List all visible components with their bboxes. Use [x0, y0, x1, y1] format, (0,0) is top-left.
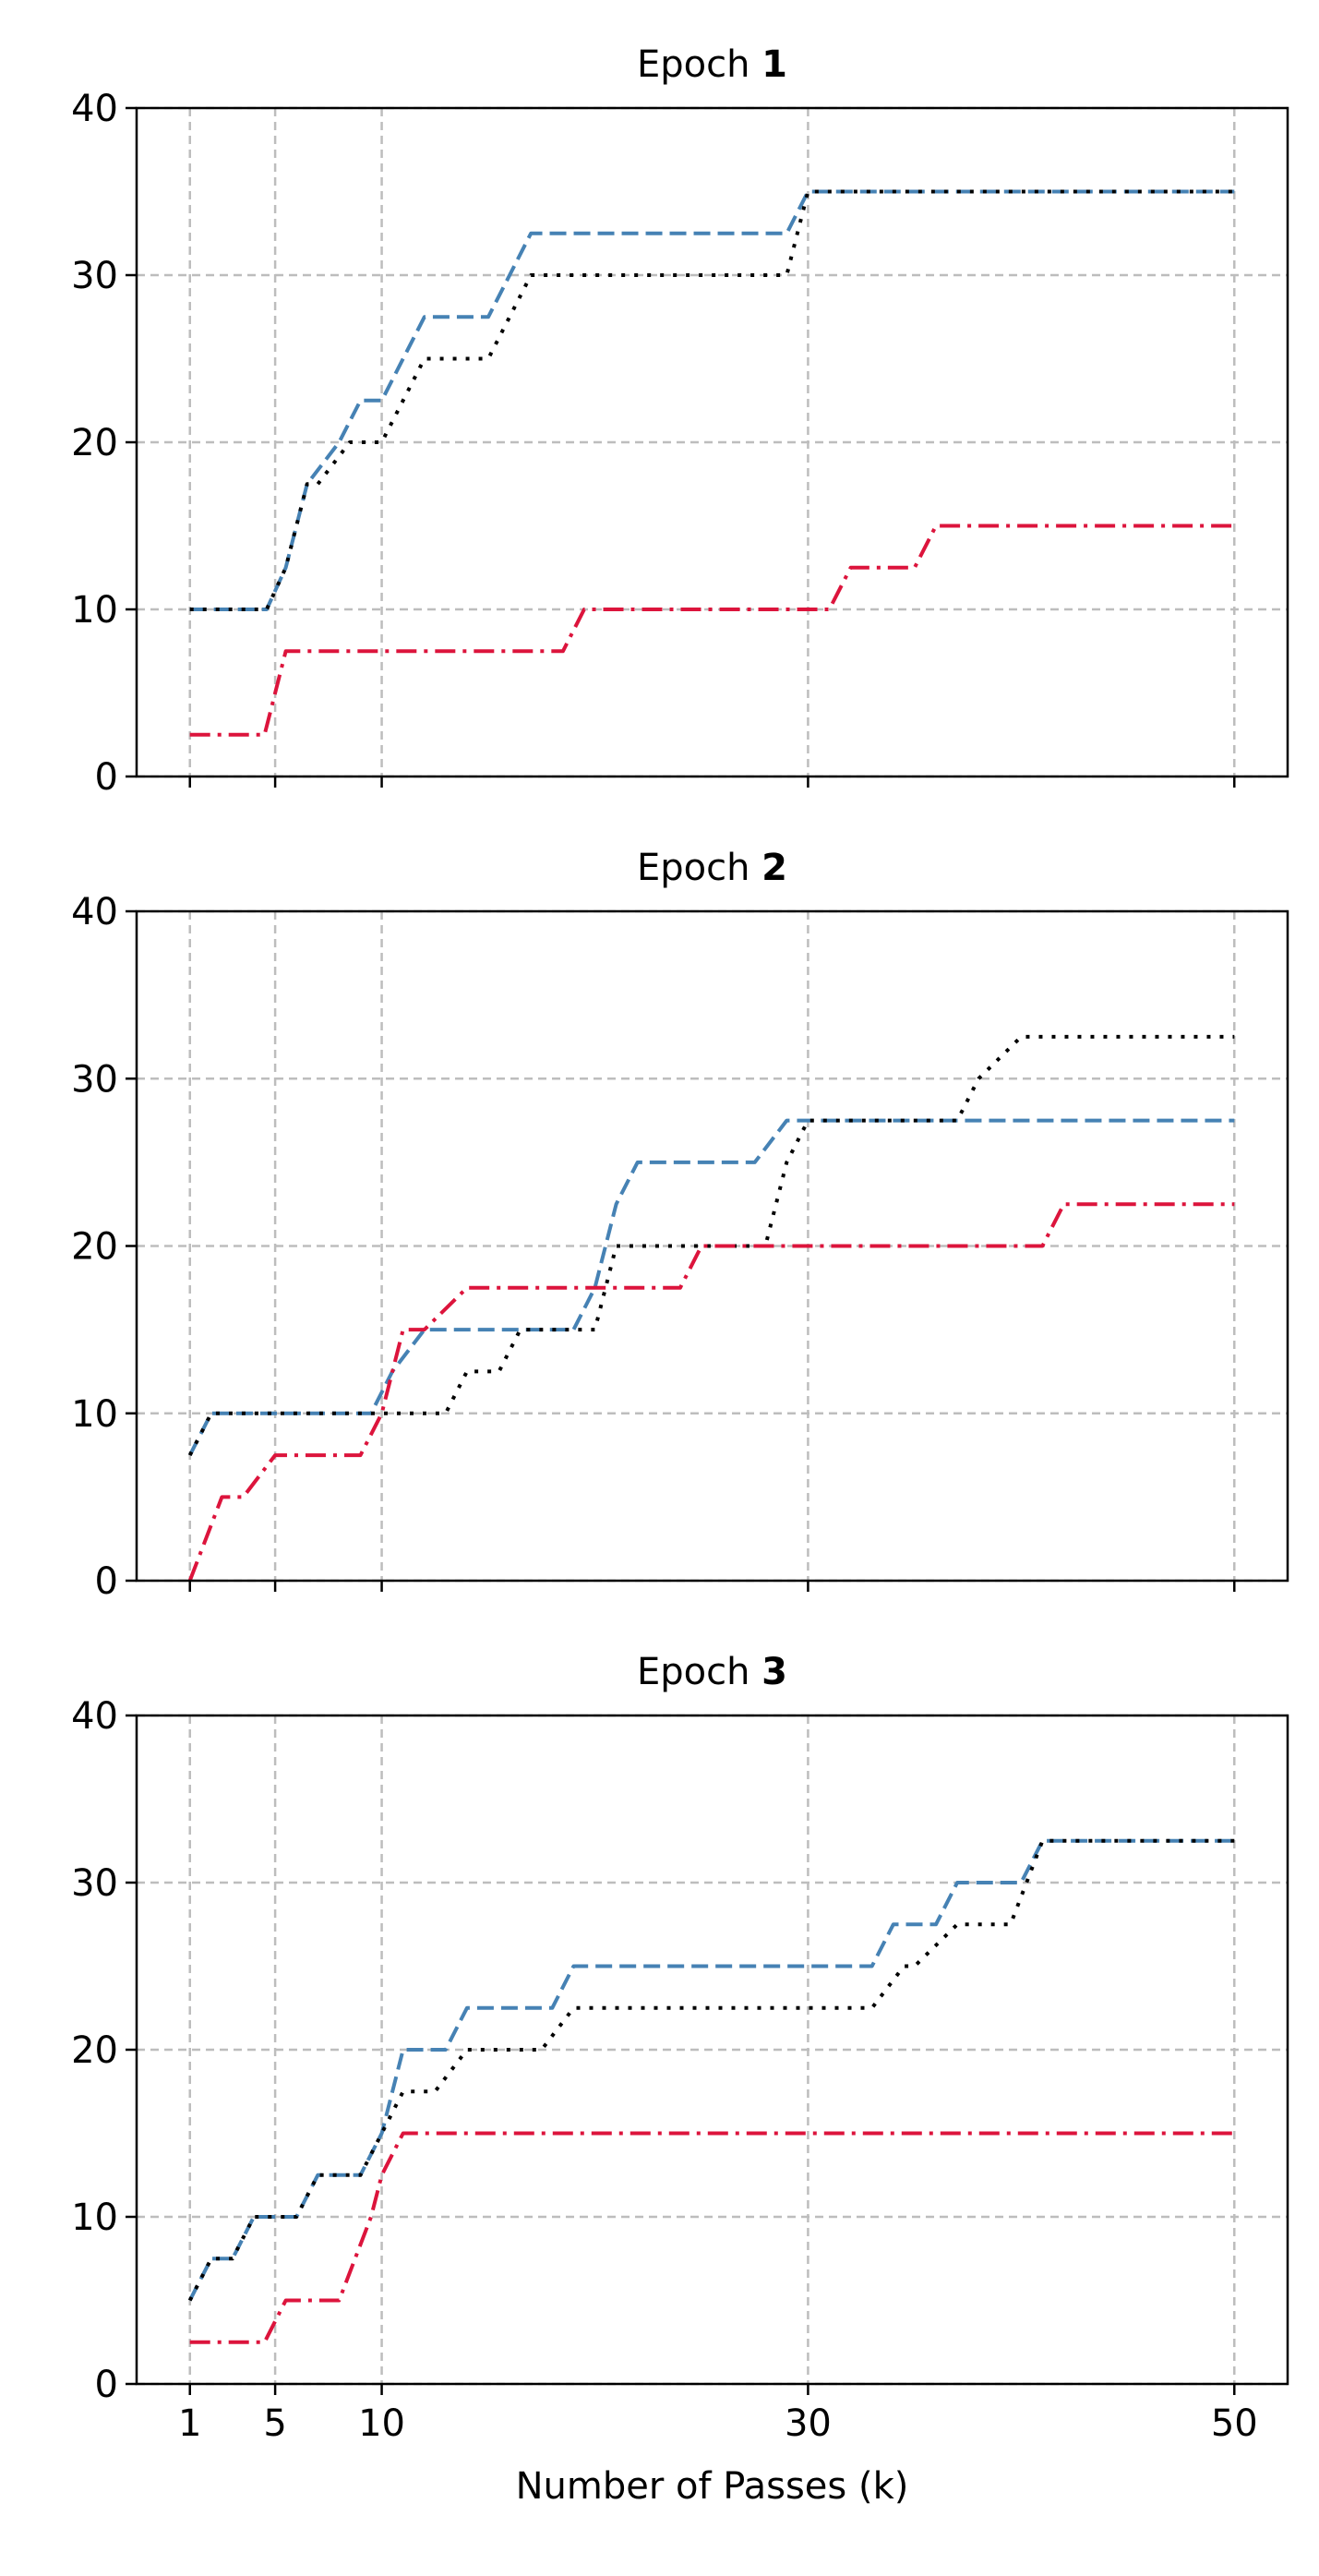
y-tick-label: 20 — [71, 2029, 118, 2072]
y-tick-label: 40 — [71, 891, 118, 933]
series-line-dashdot — [189, 524, 1235, 737]
y-tick-label: 40 — [71, 1695, 118, 1738]
x-tick-label: 5 — [263, 2402, 286, 2445]
y-tick-label: 20 — [71, 422, 118, 464]
y-tick-label: 10 — [71, 2197, 118, 2239]
y-tick-label: 0 — [95, 1560, 118, 1603]
y-tick-label: 30 — [71, 255, 118, 297]
subplot-epoch-2: 0 10 20 30 40 Epoch 2 — [71, 847, 1289, 1603]
subplot-epoch-3: 0 10 20 30 40 1 5 10 30 50 Epoch 3 Number of Passes… — [71, 1651, 1289, 2508]
series-line-dashed — [187, 1118, 1235, 1457]
series-line-dashdot — [187, 1202, 1235, 1582]
series-line-dashed — [187, 1838, 1235, 2302]
subplot-title: Epoch 3 — [637, 1651, 787, 1693]
subplot-epoch-1: 0 10 20 30 40 Epoch 1 — [71, 43, 1289, 799]
series-line-dotted — [187, 1838, 1235, 2302]
subplot-title: Epoch 1 — [637, 43, 787, 86]
x-tick-label: 30 — [785, 2402, 832, 2445]
y-tick-label: 10 — [71, 589, 118, 632]
x-tick-label: 50 — [1211, 2402, 1258, 2445]
y-tick-label: 10 — [71, 1393, 118, 1436]
series-line-dotted — [189, 189, 1235, 611]
y-tick-label: 30 — [71, 1862, 118, 1905]
series-line-dashdot — [189, 2131, 1235, 2344]
y-tick-label: 0 — [95, 2364, 118, 2406]
x-tick-label: 10 — [358, 2402, 405, 2445]
x-tick-label: 1 — [178, 2402, 201, 2445]
y-tick-label: 20 — [71, 1226, 118, 1269]
subplot-title: Epoch 2 — [637, 847, 787, 889]
x-axis-label: Number of Passes (k) — [516, 2465, 909, 2508]
y-tick-label: 30 — [71, 1058, 118, 1101]
y-tick-label: 0 — [95, 756, 118, 799]
series-line-dashed — [189, 189, 1235, 611]
y-tick-label: 40 — [71, 88, 118, 130]
